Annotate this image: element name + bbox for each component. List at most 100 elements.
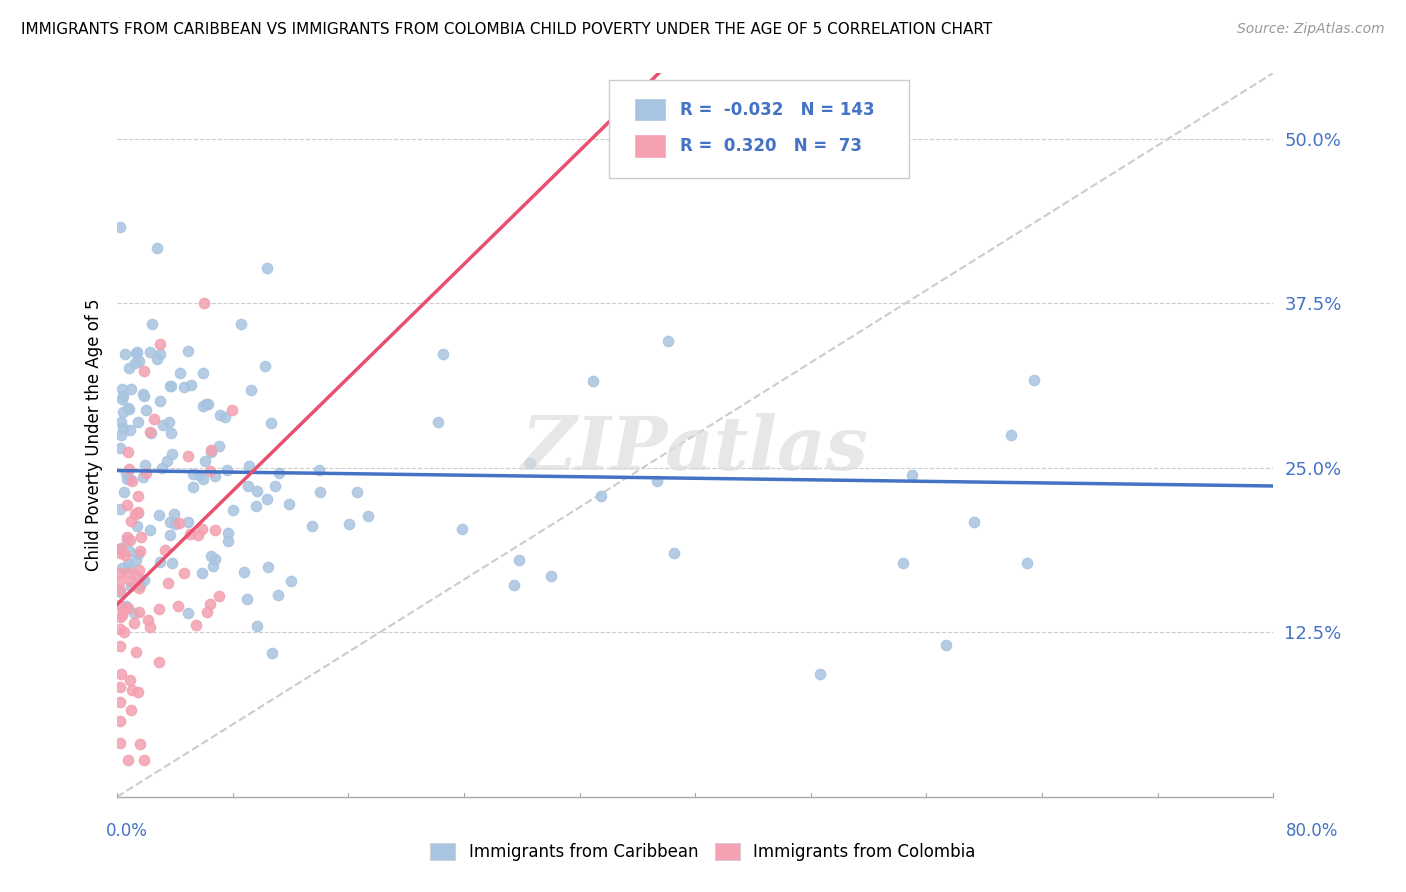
Point xyxy=(118,561,141,575)
Point xyxy=(278,497,301,511)
Point xyxy=(139,344,162,359)
Point xyxy=(108,441,131,455)
Point xyxy=(108,541,131,556)
Point xyxy=(177,606,200,620)
Point xyxy=(269,466,291,480)
Point xyxy=(136,613,159,627)
Point xyxy=(180,378,202,392)
Point xyxy=(110,428,132,442)
Point xyxy=(253,359,276,373)
Point xyxy=(167,599,190,613)
Point xyxy=(139,425,162,440)
Text: R =  -0.032   N = 143: R = -0.032 N = 143 xyxy=(681,101,875,119)
Point xyxy=(139,425,162,440)
Point xyxy=(117,401,139,416)
Point xyxy=(162,507,184,521)
Point xyxy=(112,485,135,500)
Point xyxy=(432,347,454,361)
Point xyxy=(131,387,153,401)
Point xyxy=(117,601,139,615)
Point xyxy=(427,415,450,429)
Point xyxy=(159,378,181,392)
Point xyxy=(963,515,986,529)
Point xyxy=(118,401,141,416)
Point xyxy=(112,603,135,617)
Point xyxy=(169,366,191,380)
Point xyxy=(221,402,243,417)
Point xyxy=(238,479,260,493)
Y-axis label: Child Poverty Under the Age of 5: Child Poverty Under the Age of 5 xyxy=(86,299,103,571)
Point xyxy=(191,472,214,486)
Point xyxy=(901,467,924,482)
Point xyxy=(200,442,222,457)
Point xyxy=(127,506,149,520)
Point xyxy=(108,598,131,612)
Point xyxy=(141,317,163,331)
Point xyxy=(193,296,215,310)
Point xyxy=(114,347,136,361)
Point xyxy=(157,576,180,591)
Point xyxy=(217,534,239,549)
Point xyxy=(1015,556,1038,570)
Point xyxy=(519,456,541,470)
Point xyxy=(204,469,226,483)
Point xyxy=(111,392,134,406)
Point xyxy=(540,568,562,582)
Text: ZIPatlas: ZIPatlas xyxy=(522,413,869,485)
Point xyxy=(195,605,218,619)
Point xyxy=(217,525,239,540)
Point xyxy=(591,489,613,503)
Point xyxy=(582,375,605,389)
Point xyxy=(181,480,204,494)
Point xyxy=(120,382,142,396)
Point xyxy=(124,356,146,370)
Point xyxy=(115,599,138,613)
Point xyxy=(112,625,135,640)
Point xyxy=(108,695,131,709)
Point xyxy=(160,379,183,393)
Point xyxy=(111,405,134,419)
Point xyxy=(149,347,172,361)
Point xyxy=(1022,373,1045,387)
Point xyxy=(124,606,146,620)
Bar xyxy=(634,135,666,158)
Point xyxy=(115,530,138,544)
Point xyxy=(159,528,181,542)
Point xyxy=(450,522,472,536)
Point xyxy=(108,582,131,597)
Point xyxy=(138,524,160,538)
Point xyxy=(108,502,131,516)
Point xyxy=(110,415,132,429)
Point xyxy=(260,416,283,430)
Point xyxy=(115,472,138,486)
Point xyxy=(201,559,224,574)
Point xyxy=(229,317,252,331)
Text: IMMIGRANTS FROM CARIBBEAN VS IMMIGRANTS FROM COLOMBIA CHILD POVERTY UNDER THE AG: IMMIGRANTS FROM CARIBBEAN VS IMMIGRANTS … xyxy=(21,22,993,37)
Point xyxy=(160,425,183,440)
Point xyxy=(125,568,148,582)
Point xyxy=(110,561,132,575)
Point xyxy=(117,753,139,767)
Point xyxy=(108,639,131,653)
Point xyxy=(198,464,221,478)
Point xyxy=(810,667,832,681)
Point xyxy=(215,463,238,477)
Bar xyxy=(634,98,666,121)
Point xyxy=(176,449,198,463)
Legend: Immigrants from Caribbean, Immigrants from Colombia: Immigrants from Caribbean, Immigrants fr… xyxy=(423,836,983,868)
Point xyxy=(173,566,195,580)
Point xyxy=(111,383,134,397)
Point xyxy=(108,566,131,580)
Point xyxy=(129,544,152,558)
Point xyxy=(120,673,142,688)
Point xyxy=(208,439,231,453)
Point xyxy=(163,517,186,532)
Point xyxy=(301,519,323,533)
Point xyxy=(145,241,167,255)
Point xyxy=(157,416,180,430)
Point xyxy=(209,408,232,422)
Point xyxy=(156,454,179,468)
Point xyxy=(134,573,156,587)
Point xyxy=(357,508,380,523)
Point xyxy=(232,565,254,579)
